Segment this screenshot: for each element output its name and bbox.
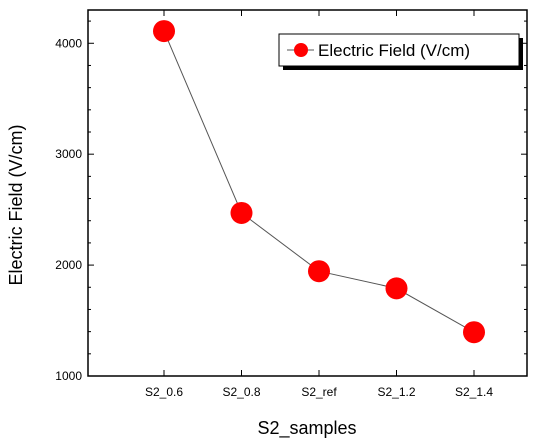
legend-marker: [294, 43, 308, 57]
legend-box: [278, 33, 520, 67]
x-tick-label: S2_1.4: [455, 385, 493, 399]
data-point: [308, 260, 330, 283]
y-axis-title: Electric Field (V/cm): [6, 124, 26, 285]
x-tick-label: S2_ref: [301, 385, 337, 399]
x-tick-label: S2_0.8: [222, 385, 260, 399]
data-point: [230, 201, 253, 224]
y-tick-label: 3000: [55, 147, 82, 161]
x-axis-title: S2_samples: [257, 418, 356, 439]
y-tick-label: 4000: [55, 36, 82, 50]
plot-frame: [87, 9, 528, 377]
data-point: [385, 277, 408, 300]
axis-ticks: [88, 10, 527, 377]
data-point: [463, 321, 485, 344]
data-point: [153, 20, 175, 43]
x-tick-labels: S2_0.6 S2_0.8 S2_ref S2_1.2 S2_1.4: [145, 385, 493, 399]
series-line: [163, 30, 475, 333]
y-tick-label: 2000: [55, 258, 82, 272]
x-tick-label: S2_0.6: [145, 385, 183, 399]
y-tick-label: 1000: [55, 369, 82, 383]
x-tick-label: S2_1.2: [377, 385, 415, 399]
series-markers: [153, 20, 485, 344]
legend-label: Electric Field (V/cm): [318, 41, 470, 60]
legend: Electric Field (V/cm): [278, 33, 523, 70]
y-tick-labels: 1000 2000 3000 4000: [55, 36, 82, 383]
